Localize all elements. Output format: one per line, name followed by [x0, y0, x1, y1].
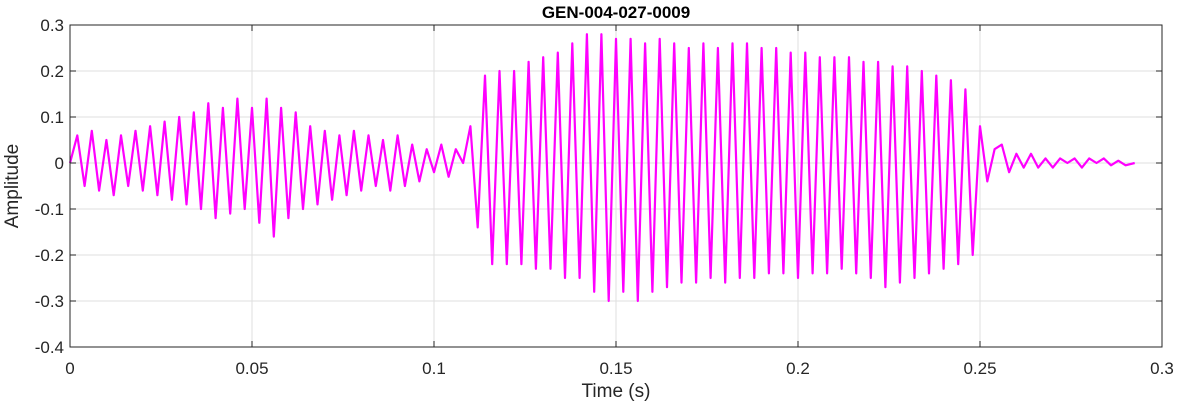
x-tick-label: 0 — [65, 359, 74, 378]
y-tick-label: -0.1 — [35, 200, 64, 219]
x-tick-label: 0.15 — [599, 359, 632, 378]
x-tick-label: 0.3 — [1150, 359, 1174, 378]
x-tick-label: 0.2 — [786, 359, 810, 378]
x-tick-label: 0.25 — [963, 359, 996, 378]
y-axis-label: Amplitude — [2, 144, 23, 229]
x-tick-label: 0.05 — [235, 359, 268, 378]
y-tick-label: 0.2 — [40, 62, 64, 81]
x-tick-label: 0.1 — [422, 359, 446, 378]
y-tick-label: 0 — [55, 154, 64, 173]
chart-title: GEN-004-027-0009 — [542, 3, 690, 22]
y-tick-label: -0.2 — [35, 246, 64, 265]
y-tick-label: -0.3 — [35, 292, 64, 311]
x-axis-label: Time (s) — [582, 381, 651, 402]
y-tick-label: 0.3 — [40, 16, 64, 35]
y-tick-labels: -0.4 -0.3 -0.2 -0.1 0 0.1 0.2 0.3 — [35, 16, 64, 357]
x-tick-labels: 0 0.05 0.1 0.15 0.2 0.25 0.3 — [65, 359, 1174, 378]
y-tick-label: -0.4 — [35, 338, 64, 357]
y-tick-label: 0.1 — [40, 108, 64, 127]
